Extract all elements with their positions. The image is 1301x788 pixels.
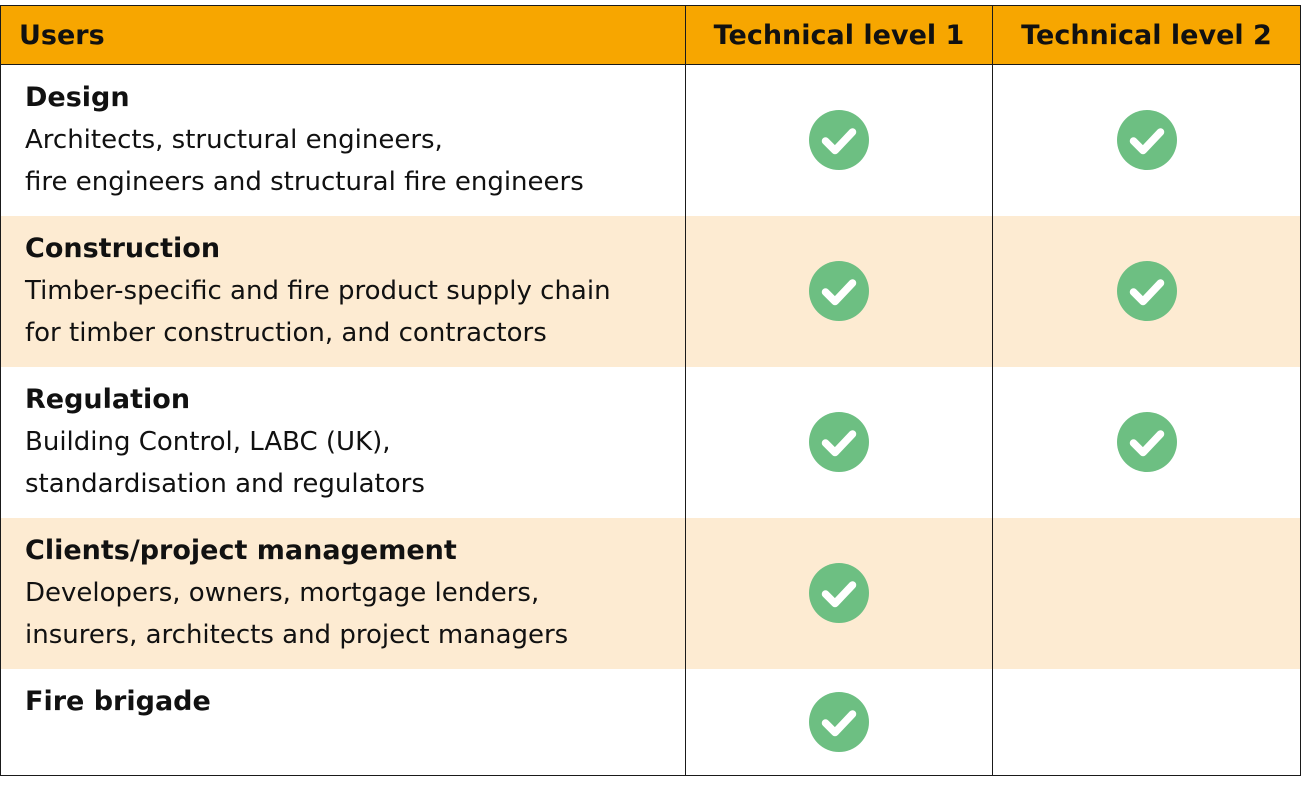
table-body: Design Architects, structural engineers,… [0,64,1301,776]
check-circle-icon [1116,412,1177,472]
level-2-cell [992,668,1301,776]
user-group-description: Timber-specific and fire product supply … [25,275,611,348]
check-circle-icon [809,110,869,171]
user-group-cell: Clients/project management Developers, o… [0,517,686,669]
header-users: Users [0,5,686,65]
table-row: Construction Timber-specific and fire pr… [0,215,1301,367]
table-row: Fire brigade [0,668,1301,776]
user-group-name: Design [25,82,130,113]
user-group-description: Building Control, LABC (UK), standardisa… [25,426,425,499]
user-group-description: Architects, structural engineers, fire e… [25,125,584,197]
check-circle-icon [809,691,869,752]
user-group-name: Construction [25,232,221,264]
user-group-name: Fire brigade [25,685,211,717]
user-group-name: Clients/project management [25,534,457,566]
user-group-cell: Design Architects, structural engineers,… [0,64,686,216]
level-2-cell [992,215,1301,367]
check-circle-icon [1116,110,1177,171]
user-group-cell: Regulation Building Control, LABC (UK), … [0,366,686,518]
level-2-cell [992,366,1301,518]
user-group-cell: Fire brigade [0,668,686,776]
level-2-cell [992,517,1301,669]
table-row: Clients/project management Developers, o… [0,517,1301,669]
check-circle-icon [809,261,869,321]
level-2-cell [992,64,1301,216]
users-technical-level-table: Users Technical level 1 Technical level … [0,5,1301,776]
user-group-name: Regulation [25,383,191,415]
header-technical-level-2: Technical level 2 [992,5,1301,65]
header-technical-level-1: Technical level 1 [685,5,993,65]
table-row: Regulation Building Control, LABC (UK), … [0,366,1301,518]
check-circle-icon [1116,261,1177,321]
level-1-cell [685,366,993,518]
check-circle-icon [809,412,869,472]
level-1-cell [685,668,993,776]
level-1-cell [685,215,993,367]
level-1-cell [685,64,993,216]
table-row: Design Architects, structural engineers,… [0,64,1301,216]
check-circle-icon [809,563,869,623]
level-1-cell [685,517,993,669]
user-group-cell: Construction Timber-specific and fire pr… [0,215,686,367]
table-header: Users Technical level 1 Technical level … [0,5,1301,65]
header-row: Users Technical level 1 Technical level … [0,5,1301,65]
user-group-description: Developers, owners, mortgage lenders, in… [25,577,569,650]
